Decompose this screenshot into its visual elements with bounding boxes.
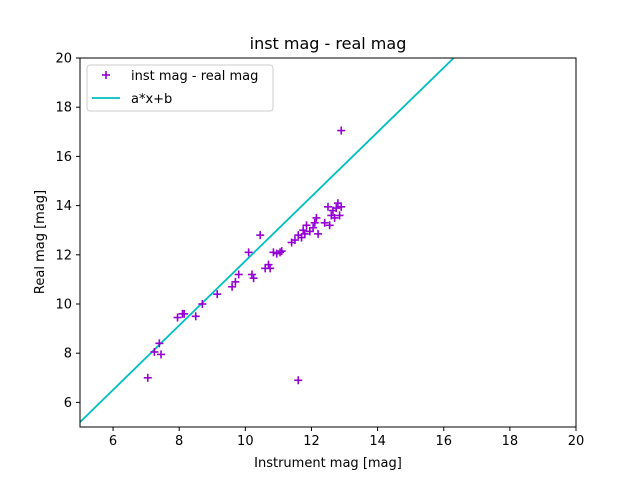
data-point — [302, 221, 311, 230]
data-point — [276, 248, 285, 257]
legend-entry-scatter: inst mag - real mag — [102, 69, 258, 84]
data-point — [155, 339, 164, 348]
legend-box — [86, 64, 274, 112]
y-tick-label: 8 — [64, 347, 72, 362]
data-point — [310, 218, 319, 227]
data-point — [191, 312, 200, 321]
data-point — [150, 347, 159, 356]
data-point — [173, 313, 182, 322]
y-tick-label: 10 — [55, 298, 72, 313]
data-point — [231, 277, 240, 286]
data-point — [330, 213, 339, 222]
data-point — [180, 309, 189, 318]
x-axis-ticks: 6 8 10 12 14 16 18 20 — [109, 427, 584, 449]
y-tick-label: 20 — [55, 52, 72, 67]
y-tick-label: 6 — [64, 396, 72, 411]
data-point — [294, 376, 303, 385]
data-point — [324, 202, 332, 211]
y-tick-label: 12 — [55, 248, 72, 263]
x-tick-label: 8 — [175, 434, 183, 449]
y-axis-label: Real mag [mag] — [33, 190, 48, 294]
chart-title: inst mag - real mag — [250, 34, 407, 53]
y-tick-label: 14 — [55, 199, 72, 214]
y-tick-label: 18 — [55, 101, 72, 116]
data-point — [249, 274, 258, 283]
legend-label-scatter: inst mag - real mag — [131, 69, 258, 84]
legend: inst mag - real mag a*x+b — [86, 64, 274, 112]
data-point — [264, 260, 273, 269]
data-point — [247, 270, 256, 279]
data-point — [244, 248, 253, 257]
data-point — [143, 373, 152, 382]
data-point — [312, 213, 321, 222]
data-point — [299, 226, 308, 235]
data-point — [157, 350, 166, 359]
x-tick-label: 20 — [568, 434, 585, 449]
x-tick-label: 16 — [435, 434, 452, 449]
data-point — [300, 229, 309, 238]
legend-marker-plus — [102, 71, 110, 79]
y-tick-label: 16 — [55, 150, 72, 165]
data-point — [332, 204, 341, 213]
data-point — [337, 202, 346, 211]
data-point — [277, 247, 286, 256]
data-point — [228, 282, 237, 291]
x-tick-label: 12 — [303, 434, 320, 449]
data-point — [266, 264, 275, 273]
legend-entry-line: a*x+b — [92, 92, 172, 107]
data-point — [335, 211, 344, 220]
data-point — [314, 229, 323, 238]
x-tick-label: 14 — [369, 434, 386, 449]
data-point — [325, 221, 334, 230]
data-point — [320, 218, 329, 227]
data-point — [213, 290, 222, 299]
data-point — [256, 231, 265, 240]
x-axis-label: Instrument mag [mag] — [254, 456, 402, 471]
data-point — [198, 300, 207, 308]
legend-plus-mark — [102, 71, 110, 79]
data-point — [290, 236, 299, 245]
legend-label-line: a*x+b — [131, 92, 172, 107]
x-tick-label: 6 — [109, 434, 117, 449]
x-tick-label: 18 — [502, 434, 519, 449]
data-point — [309, 223, 318, 232]
fit-line — [80, 58, 455, 423]
plot-frame — [79, 57, 577, 428]
data-point — [337, 126, 346, 135]
data-point — [234, 270, 243, 279]
plot-marks — [80, 58, 455, 423]
x-tick-label: 10 — [237, 434, 254, 449]
y-axis-ticks: 6 8 10 12 14 16 18 20 — [55, 52, 80, 411]
